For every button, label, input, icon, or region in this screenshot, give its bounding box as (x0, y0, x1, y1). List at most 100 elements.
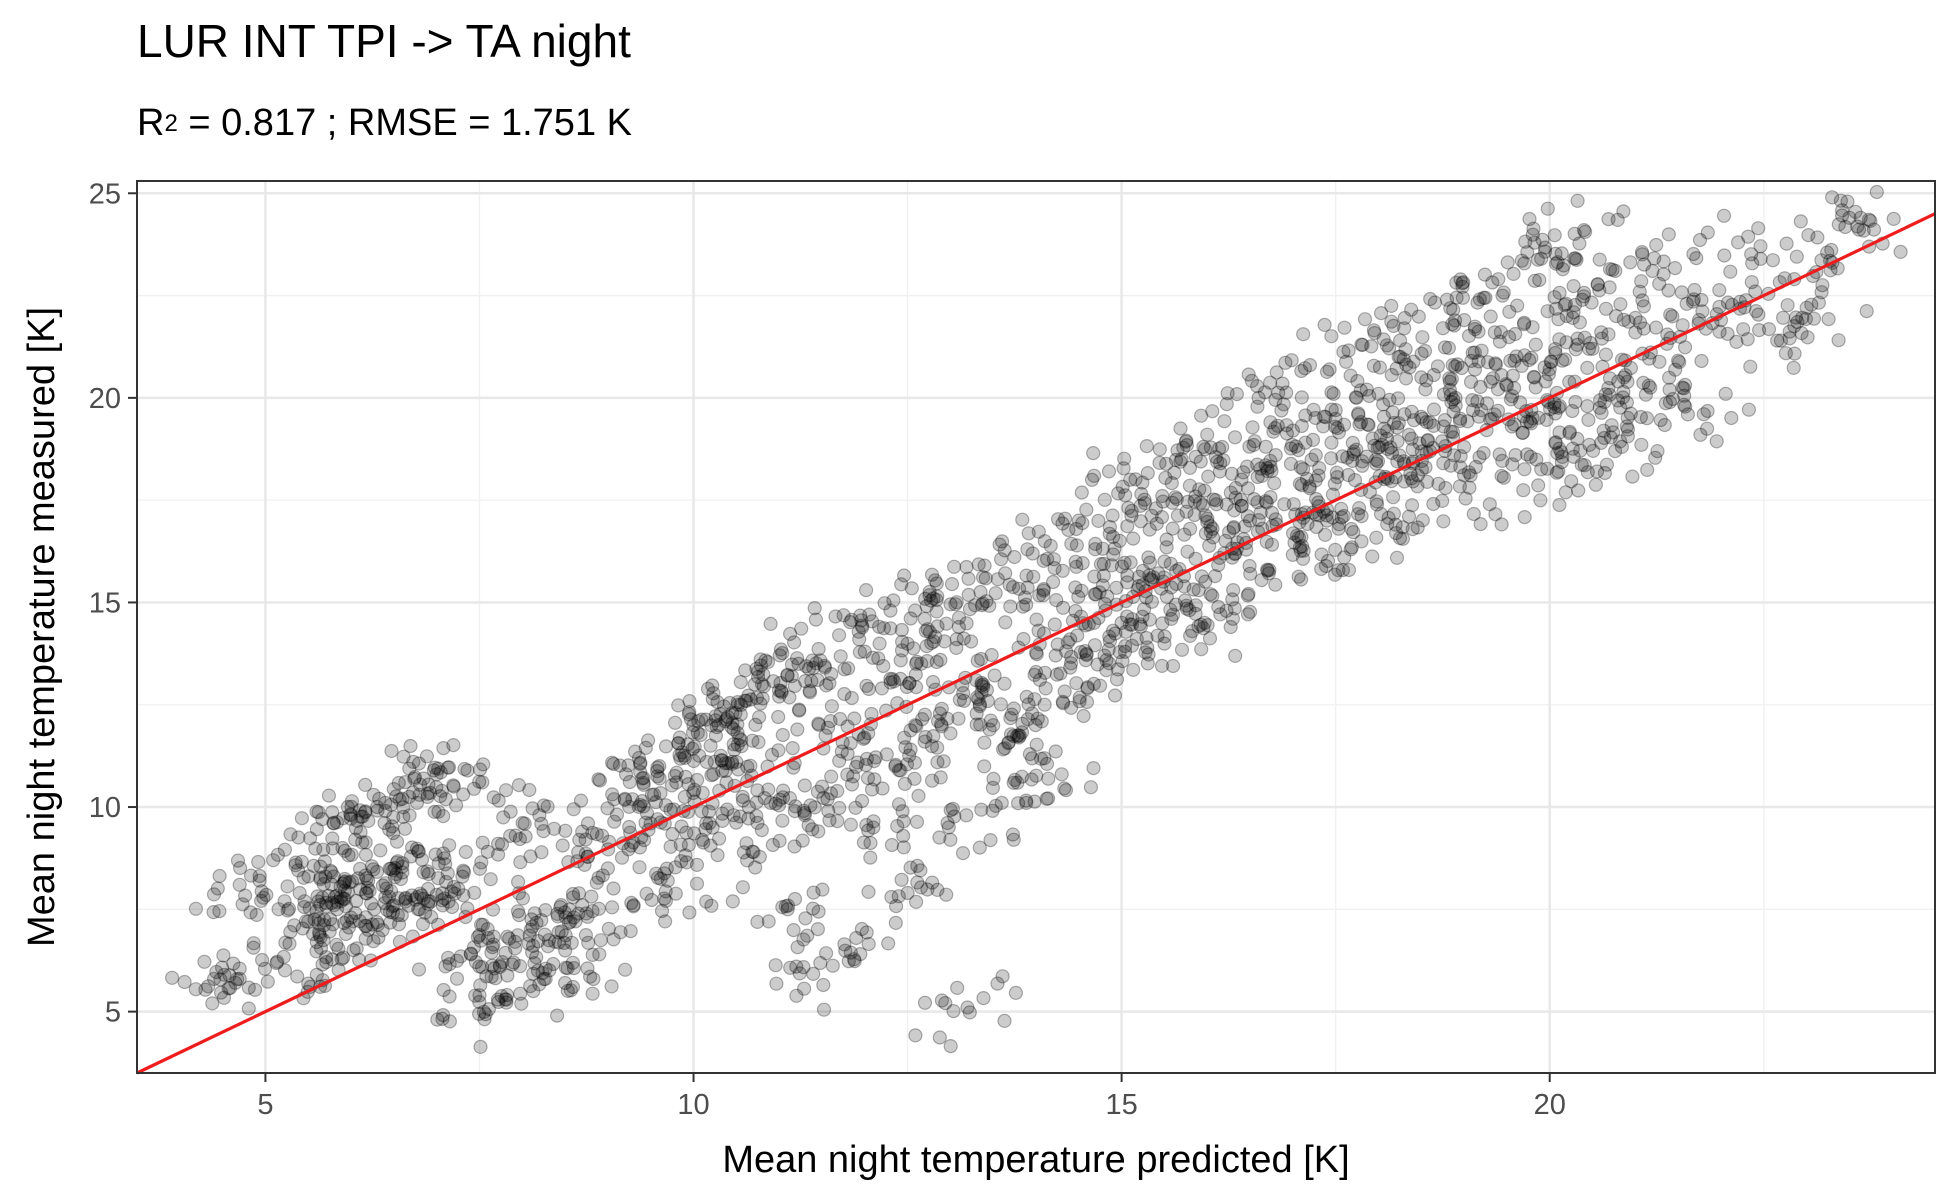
data-point (1456, 275, 1471, 290)
data-point (438, 959, 453, 974)
data-point (445, 899, 460, 915)
data-point (564, 935, 579, 950)
data-point (291, 830, 306, 845)
data-point (1254, 572, 1269, 588)
data-point (1288, 439, 1304, 454)
data-point (868, 750, 883, 765)
data-point (636, 770, 651, 786)
data-point (1343, 368, 1358, 383)
data-point (1435, 493, 1450, 508)
data-point (319, 954, 334, 970)
data-point (449, 953, 465, 968)
data-point (1191, 619, 1206, 634)
data-point (894, 872, 909, 887)
data-point (1100, 589, 1115, 604)
data-point (1431, 476, 1446, 491)
data-point (1398, 371, 1414, 386)
data-point (188, 982, 203, 997)
data-point (1072, 694, 1087, 709)
data-point (1309, 519, 1324, 535)
data-point (353, 882, 368, 897)
data-point (1019, 597, 1034, 612)
data-point (899, 679, 915, 695)
data-point (791, 702, 807, 717)
data-point (1794, 326, 1809, 341)
data-point (792, 703, 807, 718)
data-point (1324, 435, 1339, 450)
data-point (1165, 607, 1181, 622)
data-point (337, 843, 352, 859)
data-point (1384, 298, 1399, 313)
data-point (913, 880, 929, 895)
data-point (358, 804, 373, 819)
data-point (507, 941, 523, 956)
data-point (468, 988, 483, 1003)
data-point (1179, 601, 1194, 616)
data-point (309, 967, 324, 982)
data-point (249, 907, 264, 923)
data-point (1462, 480, 1477, 495)
data-point (687, 782, 702, 798)
data-point (806, 966, 821, 982)
data-point (1109, 672, 1125, 687)
data-point (1392, 349, 1408, 364)
data-point (1412, 436, 1427, 451)
data-point (1446, 392, 1461, 407)
data-point (1576, 223, 1592, 238)
data-point (911, 788, 926, 804)
data-point (336, 876, 351, 891)
data-point (1570, 337, 1585, 352)
data-point (1455, 279, 1470, 294)
data-point (540, 939, 556, 954)
data-point (510, 904, 526, 919)
data-point (639, 806, 655, 821)
data-point (322, 924, 337, 939)
data-point (1278, 355, 1293, 370)
data-point (1386, 415, 1402, 431)
data-point (843, 817, 859, 832)
data-point (993, 697, 1009, 712)
data-point (773, 675, 788, 691)
data-point (1305, 432, 1321, 447)
data-point (1834, 208, 1850, 223)
data-point (918, 729, 933, 745)
data-point (513, 986, 528, 1001)
data-point (1508, 326, 1523, 342)
data-point (699, 894, 714, 909)
data-point (1097, 492, 1112, 507)
data-point (622, 819, 637, 835)
data-point (824, 769, 839, 784)
data-point (1105, 508, 1120, 523)
data-point (1472, 450, 1487, 465)
data-point (1037, 697, 1052, 712)
data-point (455, 869, 470, 884)
data-point (1554, 445, 1569, 460)
data-point (1647, 251, 1662, 266)
data-point (929, 654, 944, 670)
data-point (686, 718, 701, 733)
data-point (1071, 513, 1086, 528)
data-point (686, 753, 701, 769)
data-point (1856, 223, 1871, 238)
data-point (1392, 333, 1408, 348)
data-point (381, 889, 397, 904)
data-point (731, 762, 746, 777)
data-point (316, 842, 331, 857)
data-point (673, 751, 688, 766)
data-point (389, 855, 404, 870)
data-point (1182, 521, 1198, 536)
data-point (886, 593, 901, 608)
data-point (510, 874, 526, 890)
data-point (1411, 309, 1426, 324)
data-point (311, 894, 326, 909)
data-point (824, 699, 840, 714)
data-point (424, 909, 439, 925)
data-point (683, 712, 699, 727)
data-point (1029, 612, 1044, 627)
data-point (863, 835, 878, 851)
data-point (1101, 464, 1117, 479)
data-point (1694, 292, 1709, 308)
subtitle-metrics-text: = 0.817 ; RMSE = 1.751 K (177, 102, 632, 144)
data-point (1392, 530, 1408, 546)
data-point (389, 789, 404, 804)
